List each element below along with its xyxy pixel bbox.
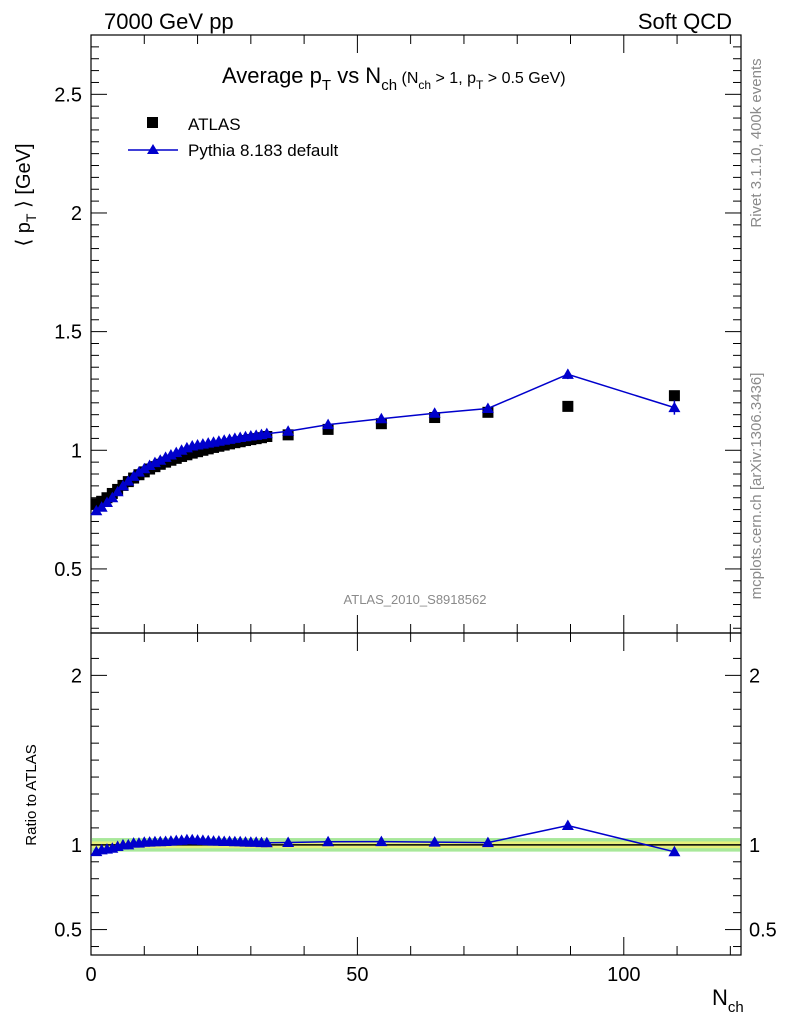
pythia-point [143, 459, 156, 470]
main-y-tick-label: 0.5 [54, 559, 82, 581]
legend-pythia-label: Pythia 8.183 default [188, 141, 339, 160]
legend-atlas-marker [147, 117, 158, 128]
ratio-point [668, 845, 681, 857]
x-tick-label: 50 [346, 964, 368, 986]
legend-pythia-marker [147, 144, 159, 154]
atlas-point [322, 423, 334, 435]
x-tick-label: 100 [607, 964, 640, 986]
ratio-ticks: 0.5 0.5 1 1 2 2 0 50 100 [54, 633, 777, 986]
main-y-tick-label: 1.5 [54, 322, 82, 344]
ratio-point [322, 835, 335, 847]
ratio-series [90, 819, 681, 857]
atlas-point [668, 390, 680, 402]
ratio-point [481, 836, 494, 848]
rivet-label: Rivet 3.1.10, 400k events [748, 58, 765, 227]
atlas-point [562, 400, 574, 412]
analysis-tag: ATLAS_2010_S8918562 [344, 592, 487, 607]
header-left: 7000 GeV pp [104, 9, 234, 34]
pythia-point [375, 412, 388, 424]
header-right: Soft QCD [638, 9, 732, 34]
pythia-point [322, 418, 335, 430]
ratio-point [375, 835, 388, 847]
mcplots-label: mcplots.cern.ch [arXiv:1306.3436] [748, 373, 765, 600]
ratio-y-tick-label-right: 0.5 [749, 920, 777, 942]
main-ticks: 0.5 1 1.5 2 2.5 [54, 34, 741, 633]
x-tick-label: 0 [85, 964, 96, 986]
main-y-tick-label: 2.5 [54, 84, 82, 106]
ratio-y-axis-label: Ratio to ATLAS [23, 744, 40, 845]
ratio-plot-frame [90, 632, 742, 956]
pythia-point [106, 491, 119, 503]
main-y-axis-label: ⟨ pT ⟩ [GeV] [13, 143, 39, 246]
pythia-point [132, 466, 145, 477]
ratio-y-tick-label-left: 1 [71, 835, 82, 857]
pythia-point [428, 407, 441, 418]
ratio-point [561, 819, 574, 831]
x-axis-label: Nch [712, 985, 744, 1016]
pythia-point [154, 454, 167, 465]
ratio-y-tick-label-right: 2 [749, 665, 760, 687]
ratio-y-tick-label-left: 0.5 [54, 920, 82, 942]
pythia-point [90, 504, 103, 516]
pythia-point [282, 425, 295, 436]
pythia-point [481, 402, 494, 414]
ratio-y-tick-label-left: 2 [71, 665, 82, 687]
pythia-point [561, 368, 574, 379]
main-y-tick-label: 2 [71, 203, 82, 225]
pythia-point [111, 485, 124, 497]
main-y-tick-label: 1 [71, 440, 82, 462]
pythia-series [90, 368, 681, 516]
pythia-point [260, 427, 273, 439]
ratio-point [260, 836, 273, 848]
ratio-point [428, 836, 441, 847]
ratio-y-tick-label-right: 1 [749, 835, 760, 857]
atlas-point [375, 418, 387, 430]
pythia-line [95, 373, 675, 512]
legend-atlas-label: ATLAS [188, 115, 241, 134]
ratio-point [282, 836, 295, 847]
pythia-point [668, 401, 681, 413]
pythia-point [138, 462, 151, 474]
chart-title: Average pT vs Nch (Nch > 1, pT > 0.5 GeV… [222, 63, 566, 94]
